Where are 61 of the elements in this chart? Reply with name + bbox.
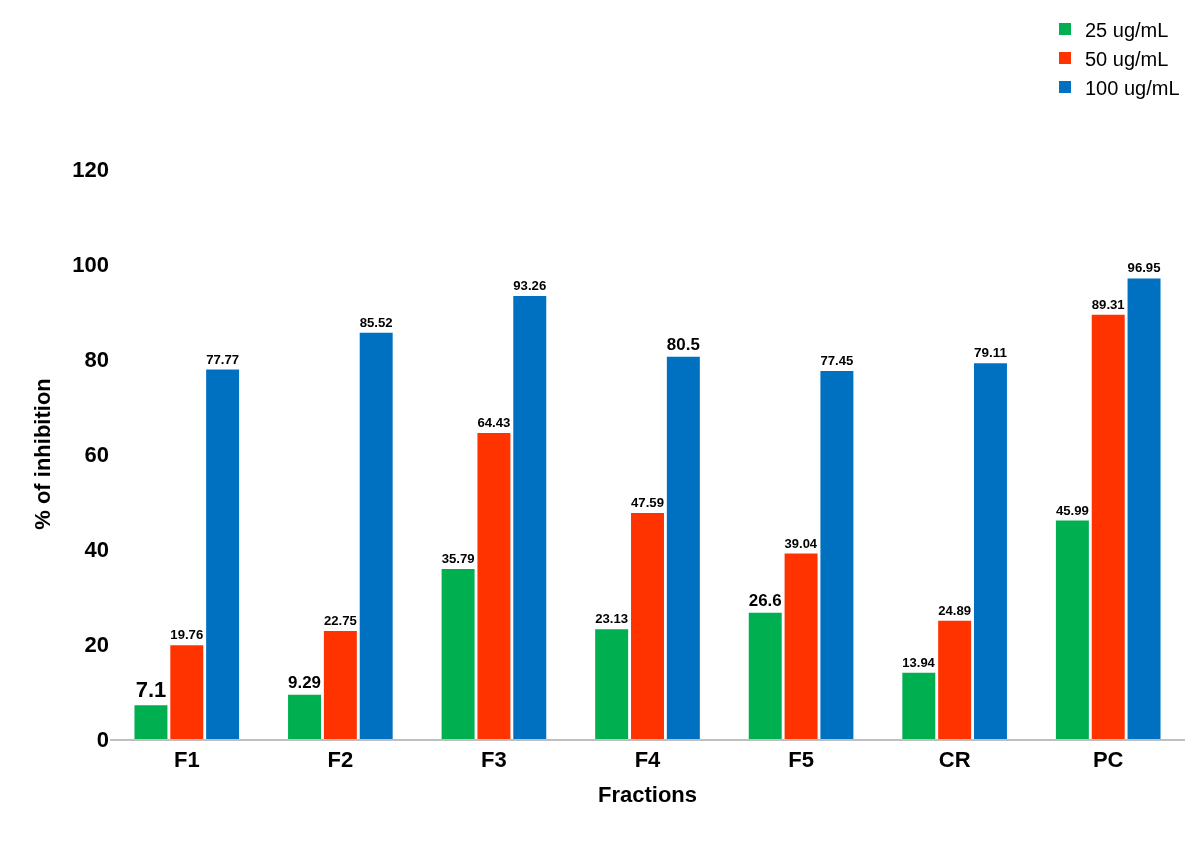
legend-label: 25 ug/mL bbox=[1085, 18, 1169, 41]
x-tick-label: F5 bbox=[788, 747, 814, 773]
data-label: 80.5 bbox=[666, 334, 700, 354]
data-label: 77.45 bbox=[820, 353, 854, 369]
bar bbox=[288, 694, 322, 739]
y-tick-label: 40 bbox=[84, 536, 109, 562]
data-label: 47.59 bbox=[631, 494, 664, 510]
bar bbox=[1055, 520, 1089, 739]
y-tick-label: 20 bbox=[84, 631, 109, 657]
bar bbox=[323, 630, 357, 739]
x-tick-label: F1 bbox=[173, 747, 200, 773]
data-label: 85.52 bbox=[359, 314, 393, 330]
bar bbox=[902, 672, 936, 739]
bar bbox=[513, 296, 547, 739]
data-label: 19.76 bbox=[170, 627, 204, 643]
bar bbox=[595, 629, 629, 739]
bar bbox=[973, 363, 1007, 739]
bar bbox=[938, 620, 972, 739]
bar bbox=[1127, 278, 1161, 739]
bar bbox=[1091, 314, 1125, 739]
data-label: 7.1 bbox=[135, 677, 167, 703]
data-label: 96.95 bbox=[1127, 260, 1161, 276]
legend-label: 100 ug/mL bbox=[1085, 76, 1180, 99]
y-tick-label: 100 bbox=[72, 251, 109, 277]
x-tick-label: F4 bbox=[634, 747, 662, 773]
x-tick-label: PC bbox=[1092, 747, 1124, 773]
bar bbox=[359, 332, 393, 739]
bar bbox=[784, 553, 818, 739]
bar bbox=[477, 432, 511, 739]
data-label: 45.99 bbox=[1055, 502, 1089, 518]
data-label: 24.89 bbox=[938, 602, 972, 618]
bar bbox=[134, 705, 168, 739]
y-tick-label: 60 bbox=[84, 441, 109, 467]
data-label: 23.13 bbox=[595, 611, 629, 627]
data-label: 26.6 bbox=[748, 590, 782, 610]
x-tick-label: F2 bbox=[327, 747, 354, 773]
y-tick-label: 0 bbox=[96, 726, 109, 752]
bar bbox=[666, 356, 700, 739]
data-label: 64.43 bbox=[477, 414, 511, 430]
data-label: 77.77 bbox=[206, 351, 240, 367]
x-tick-label: F3 bbox=[481, 747, 507, 773]
bar bbox=[206, 369, 240, 739]
bar bbox=[170, 645, 204, 739]
data-label: 89.31 bbox=[1091, 296, 1125, 312]
data-label: 79.11 bbox=[973, 345, 1008, 361]
bar bbox=[820, 371, 854, 739]
bar bbox=[748, 612, 782, 739]
data-label: 9.29 bbox=[288, 673, 321, 693]
y-axis-title: % of inhibition bbox=[30, 378, 56, 530]
data-label: 22.75 bbox=[323, 612, 357, 628]
data-label: 39.04 bbox=[784, 535, 818, 551]
x-axis-title: Fractions bbox=[597, 781, 698, 807]
data-label: 93.26 bbox=[513, 278, 547, 294]
bar bbox=[631, 512, 664, 739]
y-tick-label: 80 bbox=[84, 346, 109, 372]
legend-label: 50 ug/mL bbox=[1085, 47, 1169, 70]
bar bbox=[441, 569, 475, 739]
y-tick-label: 120 bbox=[72, 156, 109, 182]
data-label: 13.94 bbox=[902, 654, 936, 670]
data-label: 35.79 bbox=[441, 551, 475, 567]
x-tick-label: CR bbox=[938, 747, 971, 773]
